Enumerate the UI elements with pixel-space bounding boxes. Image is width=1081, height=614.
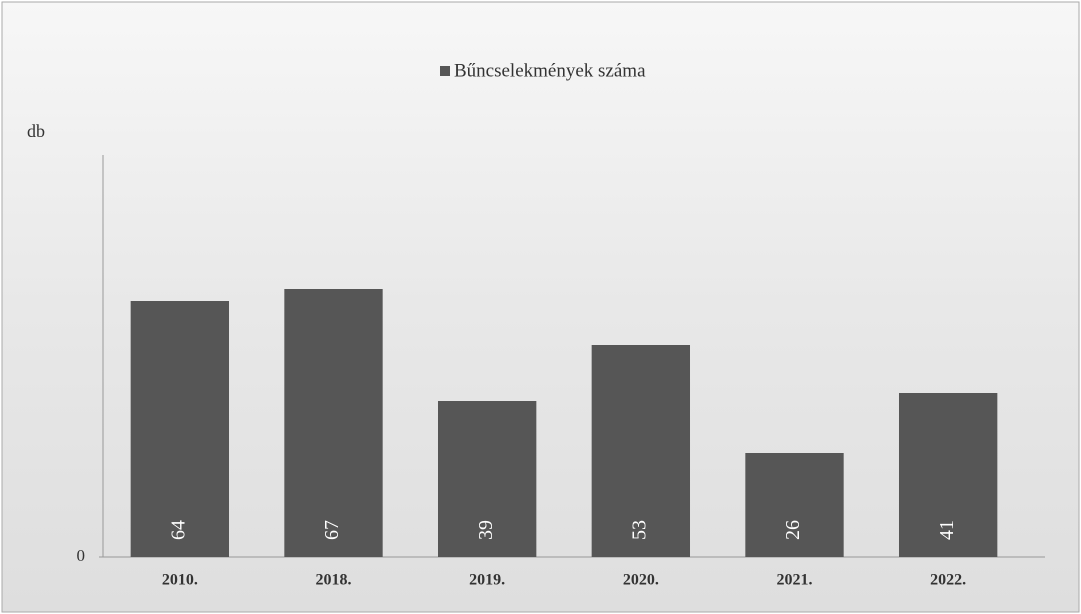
x-tick-label: 2021.: [777, 572, 813, 589]
data-label: 39: [475, 520, 497, 540]
x-tick-label: 2018.: [316, 572, 352, 589]
bar: [130, 301, 230, 557]
x-tick-label: 2019.: [469, 572, 505, 589]
y-tick-label: 0: [77, 546, 86, 565]
legend-marker: [440, 66, 450, 76]
x-tick-label: 2010.: [162, 572, 198, 589]
data-label: 53: [628, 520, 650, 540]
bar: [745, 453, 844, 557]
data-label: 41: [936, 520, 958, 540]
legend-label: Bűncselekmények száma: [454, 60, 646, 81]
data-label: 67: [321, 520, 343, 540]
bar: [591, 345, 691, 557]
y-axis-label: db: [27, 121, 45, 141]
bar: [284, 289, 383, 557]
data-label: 64: [167, 520, 189, 540]
data-label: 26: [782, 520, 804, 540]
bar: [898, 393, 998, 557]
x-tick-label: 2020.: [623, 572, 659, 589]
x-tick-label: 2022.: [930, 572, 966, 589]
bar: [437, 401, 537, 557]
